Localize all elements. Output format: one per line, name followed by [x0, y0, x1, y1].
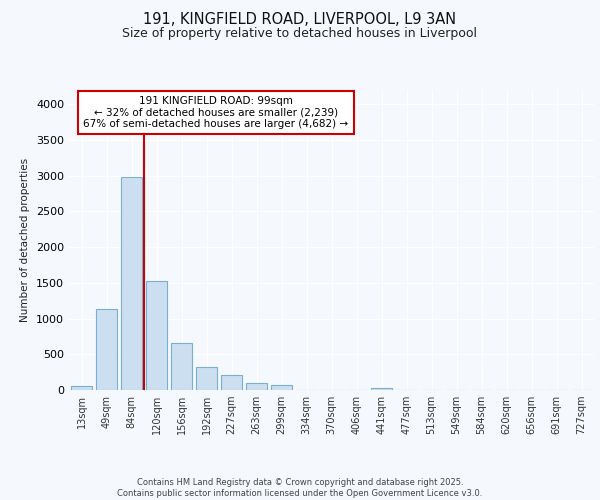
Bar: [196, 367, 217, 390]
Text: 191, KINGFIELD ROAD, LIVERPOOL, L9 3AN: 191, KINGFIELD ROAD, LIVERPOOL, L9 3AN: [143, 12, 457, 28]
Bar: [121, 177, 142, 390]
Bar: [96, 310, 117, 390]
Bar: [171, 343, 192, 390]
Text: Size of property relative to detached houses in Liverpool: Size of property relative to detached ho…: [122, 28, 478, 40]
Bar: [221, 375, 242, 390]
Text: Contains HM Land Registry data © Crown copyright and database right 2025.
Contai: Contains HM Land Registry data © Crown c…: [118, 478, 482, 498]
Bar: [371, 388, 392, 390]
Bar: [246, 383, 267, 390]
Y-axis label: Number of detached properties: Number of detached properties: [20, 158, 31, 322]
Bar: [146, 280, 167, 390]
Text: 191 KINGFIELD ROAD: 99sqm
← 32% of detached houses are smaller (2,239)
67% of se: 191 KINGFIELD ROAD: 99sqm ← 32% of detac…: [83, 96, 349, 129]
Bar: [71, 386, 92, 390]
Bar: [271, 385, 292, 390]
